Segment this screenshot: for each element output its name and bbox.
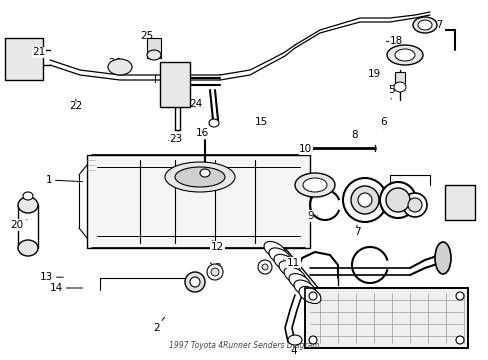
Ellipse shape bbox=[262, 264, 267, 270]
Ellipse shape bbox=[299, 287, 320, 303]
Ellipse shape bbox=[287, 335, 302, 345]
Text: 17: 17 bbox=[423, 20, 444, 30]
Text: 20: 20 bbox=[11, 220, 27, 230]
Bar bbox=[444, 185, 474, 220]
Ellipse shape bbox=[379, 182, 415, 218]
Text: 12: 12 bbox=[210, 240, 224, 252]
Text: 14: 14 bbox=[49, 283, 82, 293]
Text: 11: 11 bbox=[283, 258, 300, 268]
Ellipse shape bbox=[434, 242, 450, 274]
Ellipse shape bbox=[417, 20, 431, 30]
Polygon shape bbox=[305, 288, 467, 348]
Ellipse shape bbox=[268, 248, 290, 265]
Ellipse shape bbox=[200, 169, 209, 177]
Text: 13: 13 bbox=[40, 272, 63, 282]
Text: 22: 22 bbox=[69, 99, 82, 111]
Ellipse shape bbox=[18, 197, 38, 213]
Ellipse shape bbox=[407, 198, 421, 212]
Text: 3: 3 bbox=[210, 263, 221, 273]
Bar bbox=[394, 72, 404, 86]
Bar bbox=[147, 38, 161, 58]
Ellipse shape bbox=[184, 272, 204, 292]
Text: 2: 2 bbox=[153, 317, 164, 333]
Bar bbox=[5, 38, 43, 80]
Ellipse shape bbox=[385, 188, 409, 212]
Ellipse shape bbox=[394, 49, 414, 61]
Ellipse shape bbox=[284, 267, 305, 284]
Text: 23: 23 bbox=[168, 134, 183, 144]
Bar bbox=[160, 62, 190, 107]
Text: 24: 24 bbox=[188, 99, 203, 109]
Ellipse shape bbox=[164, 162, 235, 192]
Ellipse shape bbox=[308, 336, 316, 344]
Polygon shape bbox=[87, 155, 309, 248]
Bar bbox=[305, 288, 467, 348]
Text: 25: 25 bbox=[140, 31, 153, 41]
Text: 8: 8 bbox=[350, 130, 357, 140]
Ellipse shape bbox=[342, 178, 386, 222]
Text: 18: 18 bbox=[386, 36, 402, 46]
Ellipse shape bbox=[264, 242, 285, 258]
Text: 1997 Toyota 4Runner Senders Diagram: 1997 Toyota 4Runner Senders Diagram bbox=[169, 341, 319, 350]
Ellipse shape bbox=[455, 336, 463, 344]
Ellipse shape bbox=[386, 45, 422, 65]
Ellipse shape bbox=[147, 50, 161, 60]
Text: 15: 15 bbox=[254, 117, 268, 127]
Text: 21: 21 bbox=[32, 47, 46, 58]
Text: 4: 4 bbox=[289, 346, 296, 356]
Ellipse shape bbox=[455, 292, 463, 300]
Text: 1: 1 bbox=[45, 175, 82, 185]
Ellipse shape bbox=[175, 167, 224, 187]
Ellipse shape bbox=[208, 119, 219, 127]
Text: 19: 19 bbox=[366, 68, 380, 79]
Ellipse shape bbox=[357, 193, 371, 207]
Ellipse shape bbox=[279, 261, 300, 278]
Ellipse shape bbox=[23, 192, 33, 200]
Ellipse shape bbox=[288, 274, 310, 291]
Ellipse shape bbox=[258, 260, 271, 274]
Ellipse shape bbox=[308, 292, 316, 300]
Ellipse shape bbox=[206, 264, 223, 280]
Ellipse shape bbox=[402, 193, 426, 217]
Ellipse shape bbox=[412, 17, 436, 33]
Ellipse shape bbox=[190, 277, 200, 287]
Text: 9: 9 bbox=[306, 211, 317, 221]
Ellipse shape bbox=[393, 82, 405, 92]
Ellipse shape bbox=[293, 280, 315, 297]
Ellipse shape bbox=[303, 178, 326, 192]
Text: 5: 5 bbox=[387, 85, 394, 99]
Text: 6: 6 bbox=[380, 117, 386, 128]
Ellipse shape bbox=[210, 268, 219, 276]
Text: 10: 10 bbox=[299, 144, 315, 154]
Text: 7: 7 bbox=[353, 225, 360, 237]
Ellipse shape bbox=[108, 59, 132, 75]
Ellipse shape bbox=[18, 240, 38, 256]
Ellipse shape bbox=[294, 173, 334, 197]
Ellipse shape bbox=[350, 186, 378, 214]
Ellipse shape bbox=[273, 254, 295, 271]
Text: 16: 16 bbox=[196, 128, 209, 138]
Text: 26: 26 bbox=[108, 58, 122, 68]
